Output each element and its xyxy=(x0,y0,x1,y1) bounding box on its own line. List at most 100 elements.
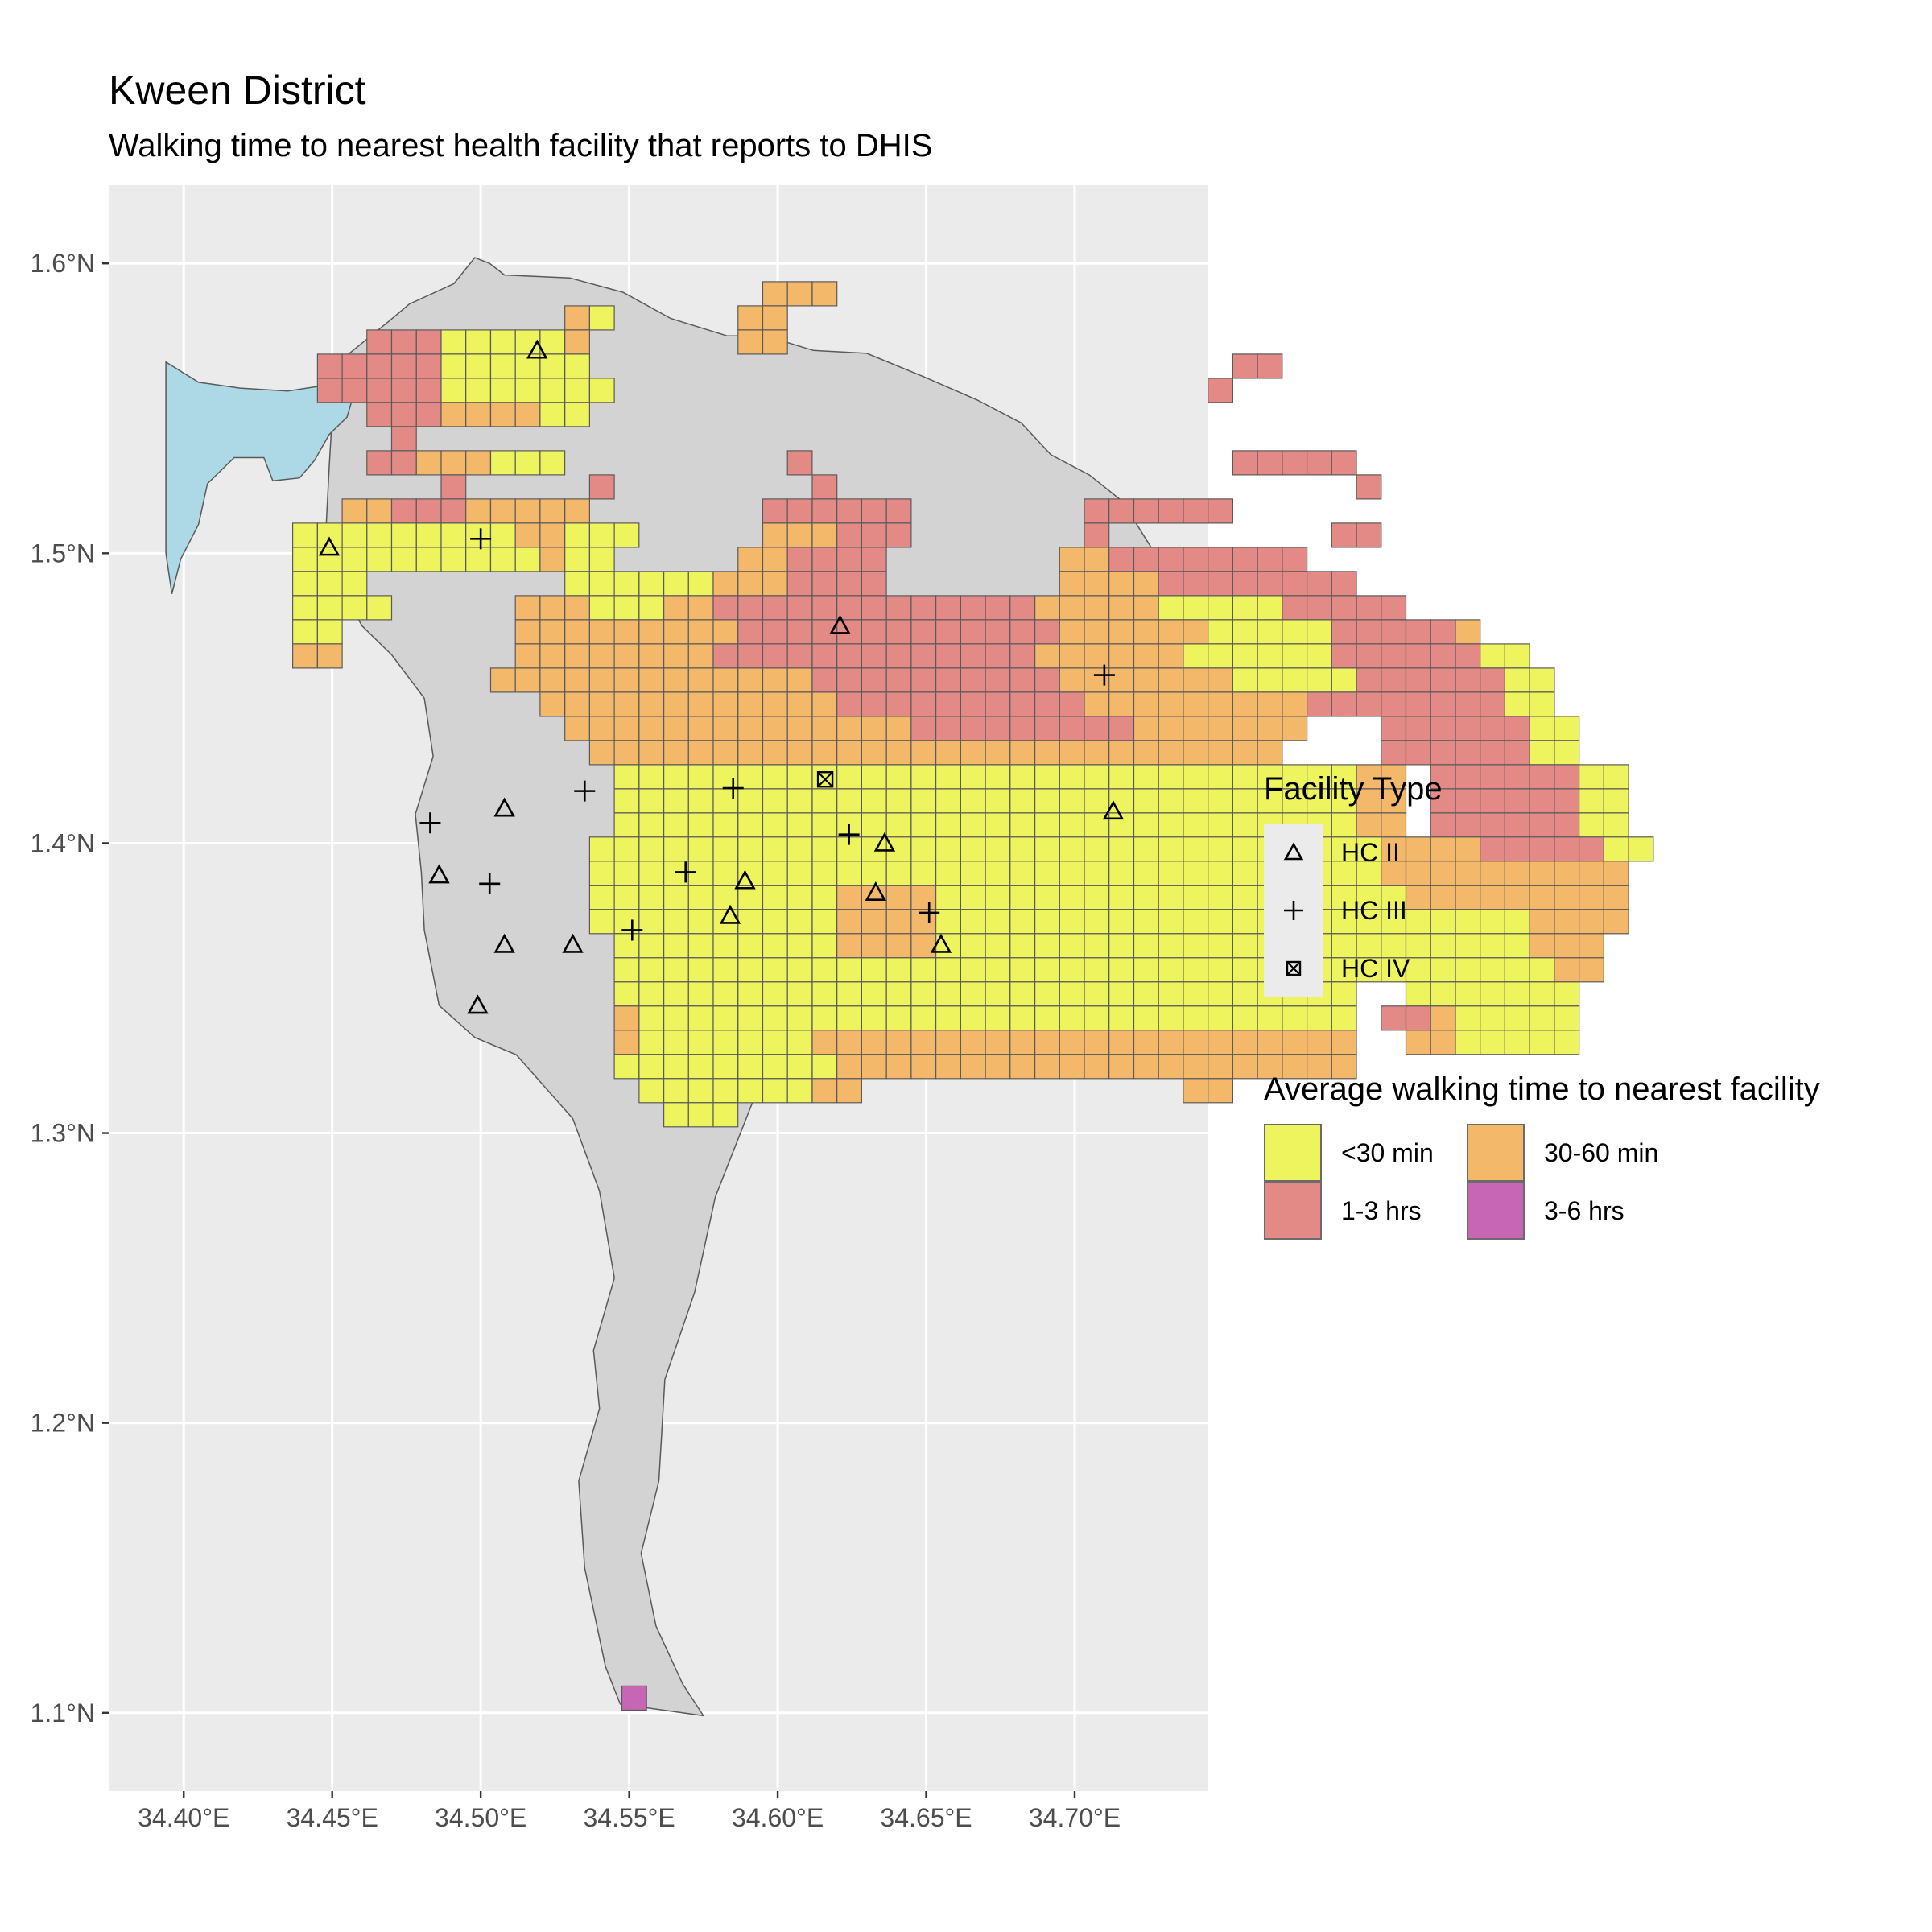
grid-cell xyxy=(786,716,813,741)
walking-time-legend: Average walking time to nearest facility… xyxy=(1264,1069,1924,1245)
grid-cell xyxy=(1232,571,1258,597)
grid-cell xyxy=(1232,740,1258,766)
grid-cell xyxy=(1578,957,1604,983)
grid-cell xyxy=(1480,667,1505,693)
grid-cell xyxy=(613,619,640,645)
grid-cell xyxy=(465,498,492,524)
grid-cell xyxy=(663,885,689,910)
grid-cell xyxy=(292,522,318,548)
grid-cell xyxy=(886,764,912,790)
grid-cell xyxy=(762,740,788,766)
grid-cell xyxy=(390,522,417,548)
facility-marker-hc-iii xyxy=(470,528,492,550)
grid-cell xyxy=(1381,764,1407,790)
grid-cell xyxy=(687,812,714,838)
grid-cell xyxy=(786,1005,813,1031)
grid-cell xyxy=(1257,571,1283,597)
grid-cell xyxy=(1183,1054,1209,1080)
grid-cell xyxy=(1331,1054,1357,1080)
grid-cell xyxy=(762,788,788,814)
grid-cell xyxy=(1034,909,1060,935)
grid-cell xyxy=(1158,861,1184,886)
grid-cell xyxy=(539,643,566,669)
facility-marker-hc-iii xyxy=(722,778,744,799)
grid-cell xyxy=(836,1078,862,1104)
grid-cell xyxy=(1306,1054,1332,1080)
grid-cell xyxy=(1208,933,1233,959)
grid-cell xyxy=(638,812,665,838)
grid-cell xyxy=(1084,788,1110,814)
grid-cell xyxy=(1059,788,1085,814)
grid-cell xyxy=(1034,1005,1060,1031)
grid-cell xyxy=(1306,1005,1332,1031)
grid-cell xyxy=(514,619,541,645)
grid-cell xyxy=(1554,885,1580,910)
grid-cell xyxy=(737,836,764,862)
grid-cell xyxy=(1084,836,1110,862)
grid-cell xyxy=(1282,1005,1308,1031)
grid-cell xyxy=(1257,667,1283,693)
grid-cell xyxy=(1455,619,1481,645)
grid-cell xyxy=(1108,933,1134,959)
grid-cell xyxy=(1208,812,1233,838)
grid-cell xyxy=(910,788,937,814)
grid-cell xyxy=(1158,595,1184,621)
grid-cell xyxy=(1603,909,1629,935)
grid-cell xyxy=(786,619,813,645)
facility-type-legend: Facility Type HC II HC III HC IV xyxy=(1264,769,1443,997)
grid-cell xyxy=(910,1054,937,1080)
grid-cell xyxy=(588,861,615,886)
grid-cell xyxy=(465,402,492,427)
grid-cell xyxy=(1034,812,1060,838)
grid-cell xyxy=(1208,619,1233,645)
grid-cell xyxy=(712,740,739,766)
grid-cell xyxy=(638,885,665,910)
grid-cell xyxy=(1430,667,1456,693)
grid-cell xyxy=(935,643,961,669)
grid-cell xyxy=(762,643,788,669)
grid-cell xyxy=(539,547,566,572)
grid-cell xyxy=(1405,836,1431,862)
grid-cell xyxy=(836,547,862,572)
grid-cell xyxy=(588,619,615,645)
grid-cell xyxy=(960,812,986,838)
grid-cell xyxy=(910,1030,937,1055)
grid-cell xyxy=(1158,643,1184,669)
grid-cell xyxy=(960,836,986,862)
grid-cell xyxy=(1084,691,1110,717)
grid-cell xyxy=(687,595,714,621)
grid-cell xyxy=(1529,1030,1555,1055)
grid-cell xyxy=(663,691,689,717)
grid-cell xyxy=(588,716,615,741)
grid-cell xyxy=(1108,619,1134,645)
facility-marker-hc-iv xyxy=(816,771,834,788)
grid-cell xyxy=(687,861,714,886)
grid-cell xyxy=(1331,595,1357,621)
grid-cell xyxy=(366,378,393,403)
grid-cell xyxy=(1480,812,1505,838)
legend-item-30-60: 30-60 min xyxy=(1467,1124,1708,1182)
grid-cell xyxy=(1232,861,1258,886)
grid-cell xyxy=(1529,764,1555,790)
grid-cell xyxy=(1554,1005,1580,1031)
grid-cell xyxy=(638,643,665,669)
grid-cell xyxy=(1009,812,1036,838)
facility-marker-hc-ii xyxy=(873,832,896,852)
grid-cell xyxy=(1183,909,1209,935)
grid-cell xyxy=(935,885,961,910)
grid-cell xyxy=(1232,981,1258,1007)
grid-cell xyxy=(1208,643,1233,669)
grid-cell xyxy=(1108,957,1134,983)
grid-cell xyxy=(1183,885,1209,910)
grid-cell xyxy=(985,716,1011,741)
grid-cell xyxy=(1381,740,1407,766)
legend-label-1-3: 1-3 hrs xyxy=(1341,1196,1422,1225)
grid-cell xyxy=(1009,691,1036,717)
grid-cell xyxy=(514,498,541,524)
grid-cell xyxy=(786,522,813,548)
grid-cell xyxy=(440,329,467,355)
grid-cell xyxy=(1504,740,1530,766)
grid-cell xyxy=(1504,812,1530,838)
grid-cell xyxy=(811,281,838,307)
grid-cell xyxy=(1208,498,1233,524)
